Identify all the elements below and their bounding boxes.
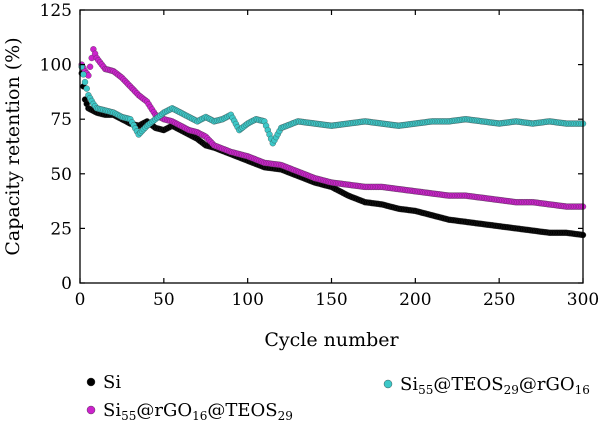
y-tick-label: 75 xyxy=(50,110,72,130)
y-tick-label: 50 xyxy=(50,165,72,185)
data-point xyxy=(83,85,90,92)
axes: 0 50 100 150 200 250 300 0 25 50 75 100 125 xyxy=(40,1,600,310)
legend-marker xyxy=(383,379,393,389)
y-tick-label: 125 xyxy=(40,1,72,21)
data-point xyxy=(80,71,87,78)
series-2 xyxy=(78,63,587,147)
x-tick-label: 150 xyxy=(315,290,347,310)
legend-label: Si55@rGO16@TEOS29 xyxy=(103,400,293,423)
x-tick-label: 100 xyxy=(231,290,263,310)
legend-label: Si55@TEOS29@rGO16 xyxy=(400,374,590,397)
plot-frame xyxy=(79,9,584,284)
data-point xyxy=(81,78,89,86)
x-tick-label: 300 xyxy=(567,290,599,310)
y-tick-label: 25 xyxy=(50,219,72,239)
series-0 xyxy=(78,70,587,239)
plot-marks xyxy=(78,46,587,239)
x-tick-label: 50 xyxy=(153,290,175,310)
x-tick-label: 250 xyxy=(483,290,515,310)
legend-marker xyxy=(86,377,96,387)
legend-label: Si xyxy=(103,372,121,393)
legend-marker xyxy=(86,405,96,415)
data-point xyxy=(86,63,94,70)
series-1 xyxy=(78,46,587,210)
y-axis-title: Capacity retention (%) xyxy=(2,37,24,255)
x-tick-label: 0 xyxy=(75,290,86,310)
x-tick-label: 200 xyxy=(399,290,431,310)
y-tick-label: 0 xyxy=(61,274,72,294)
legend: Si Si55@rGO16@TEOS29 Si55@TEOS29@rGO16 xyxy=(86,372,590,423)
y-tick-label: 100 xyxy=(40,56,72,76)
x-axis-title: Cycle number xyxy=(264,329,399,351)
